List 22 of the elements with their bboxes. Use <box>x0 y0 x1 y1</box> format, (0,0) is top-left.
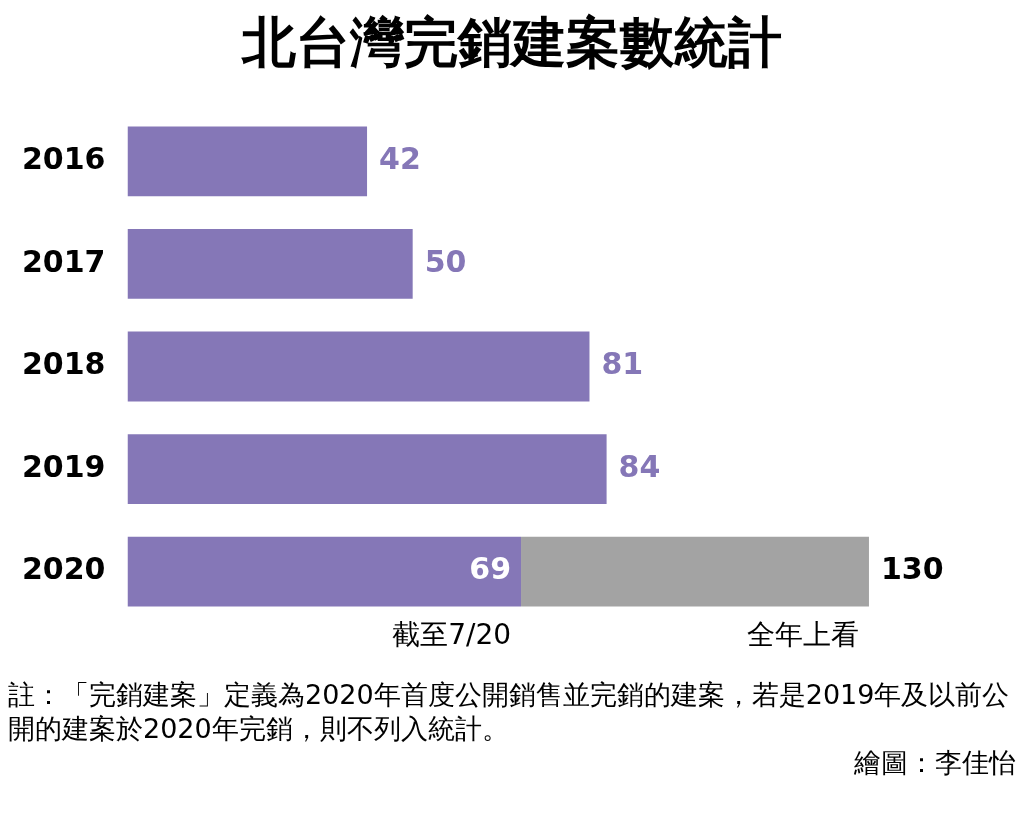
data-label: 84 <box>618 448 661 484</box>
y-tick-label: 2016 <box>22 141 106 177</box>
bar <box>127 229 413 299</box>
data-label: 42 <box>379 141 421 177</box>
bar <box>127 331 590 402</box>
total-label: 130 <box>880 551 944 587</box>
y-tick-label: 2020 <box>22 551 106 587</box>
bar <box>521 536 869 607</box>
data-label: 81 <box>601 346 644 382</box>
bar <box>127 126 368 197</box>
bar <box>127 536 522 607</box>
y-tick-label: 2019 <box>22 448 106 484</box>
chart-title: 北台灣完銷建案數統計 <box>240 10 783 76</box>
data-label: 50 <box>424 243 467 279</box>
text: 繪圖：李佳怡 <box>853 746 1016 780</box>
data-label: 69 <box>469 551 512 587</box>
series-label: 截至7/20 <box>392 617 512 651</box>
bar <box>127 434 607 504</box>
y-tick-label: 2018 <box>22 346 106 382</box>
text: 註：「完銷建案」定義為2020年首度公開銷售並完銷的建案，若是2019年及以前公開的建案於2020年完銷，則不列入統計。 <box>8 678 1011 746</box>
series-label: 全年上看 <box>746 617 859 651</box>
y-tick-label: 2017 <box>22 243 106 279</box>
